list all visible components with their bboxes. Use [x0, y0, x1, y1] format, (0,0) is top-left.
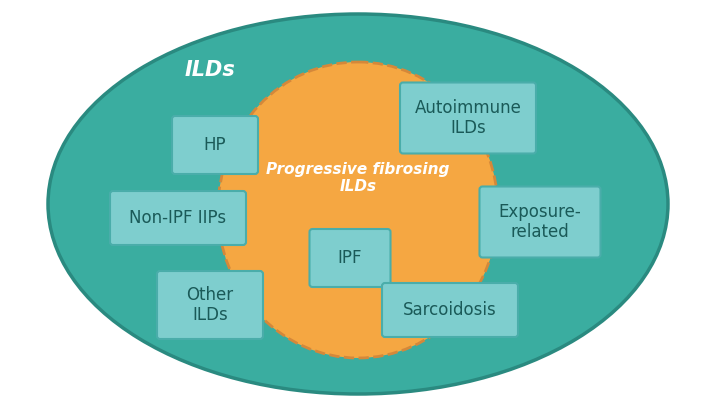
- Text: HP: HP: [203, 136, 226, 154]
- Text: Autoimmune
ILDs: Autoimmune ILDs: [415, 99, 521, 137]
- FancyBboxPatch shape: [309, 229, 390, 287]
- Text: Non-IPF IIPs: Non-IPF IIPs: [130, 209, 226, 227]
- Ellipse shape: [218, 62, 498, 358]
- Text: Sarcoidosis: Sarcoidosis: [403, 301, 497, 319]
- Text: IPF: IPF: [338, 249, 362, 267]
- Ellipse shape: [48, 14, 668, 394]
- FancyBboxPatch shape: [382, 283, 518, 337]
- FancyBboxPatch shape: [400, 82, 536, 153]
- FancyBboxPatch shape: [480, 186, 601, 257]
- Text: Progressive fibrosing
ILDs: Progressive fibrosing ILDs: [266, 162, 450, 194]
- Text: Other
ILDs: Other ILDs: [186, 286, 233, 324]
- FancyBboxPatch shape: [110, 191, 246, 245]
- FancyBboxPatch shape: [157, 271, 263, 339]
- Text: ILDs: ILDs: [185, 60, 236, 80]
- Text: Exposure-
related: Exposure- related: [498, 203, 581, 242]
- FancyBboxPatch shape: [172, 116, 258, 174]
